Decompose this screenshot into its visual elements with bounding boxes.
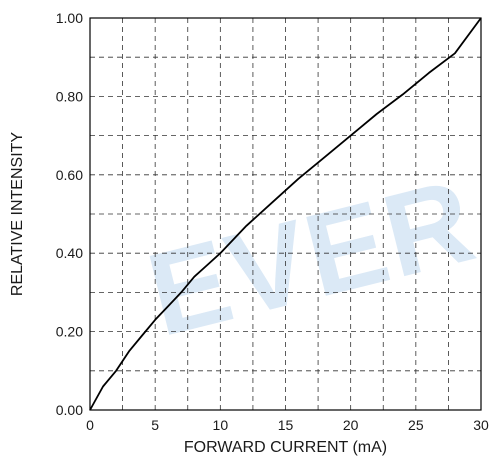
x-tick-label: 10 [213,417,229,433]
plot-frame [89,17,482,411]
watermark: EVER [136,154,487,362]
y-tick-label: 0.40 [56,245,83,261]
x-tick-label: 20 [343,417,359,433]
curve-layer [89,17,482,411]
x-tick-label: 5 [151,417,159,433]
y-tick-label: 0.60 [56,167,83,183]
y-tick-label: 0.00 [56,402,83,418]
x-tick-label: 15 [278,417,294,433]
x-axis-label: FORWARD CURRENT (mA) [184,439,387,456]
x-tick-label: 0 [86,417,94,433]
y-tick-label: 0.80 [56,88,83,104]
intensity-curve [89,17,482,411]
tick-labels: 0 5 10 15 20 25 30 0.00 0.20 0.40 0.60 0.80 1.00 [56,10,489,433]
x-tick-label: 30 [473,417,489,433]
grid [89,17,482,410]
x-tick-label: 25 [408,417,424,433]
y-tick-label: 0.20 [56,324,83,340]
watermark-text: EVER [136,154,487,362]
y-tick-label: 1.00 [56,10,83,26]
y-axis-label: RELATIVE INTENSITY [9,132,26,297]
